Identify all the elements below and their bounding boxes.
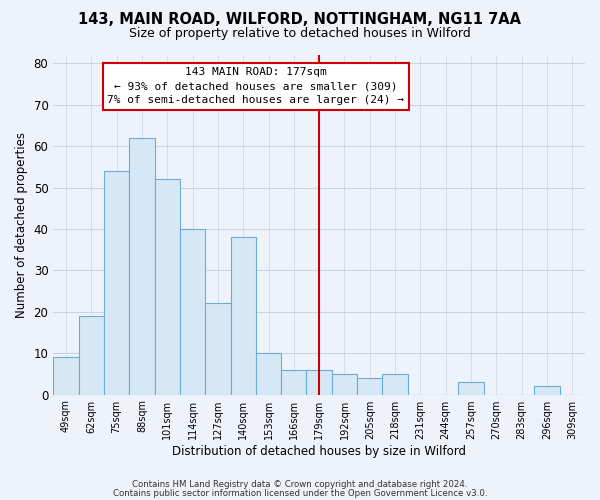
Bar [155,179,180,394]
Bar [458,382,484,394]
Bar [256,353,281,395]
Bar [281,370,307,394]
Y-axis label: Number of detached properties: Number of detached properties [15,132,28,318]
Bar [357,378,382,394]
Text: Contains public sector information licensed under the Open Government Licence v3: Contains public sector information licen… [113,488,487,498]
Bar [535,386,560,394]
Bar [180,229,205,394]
Bar [53,358,79,395]
Bar [129,138,155,394]
Bar [104,171,129,394]
Bar [332,374,357,394]
Bar [307,370,332,394]
Text: 143 MAIN ROAD: 177sqm
← 93% of detached houses are smaller (309)
7% of semi-deta: 143 MAIN ROAD: 177sqm ← 93% of detached … [107,68,404,106]
X-axis label: Distribution of detached houses by size in Wilford: Distribution of detached houses by size … [172,444,466,458]
Bar [382,374,408,394]
Text: Size of property relative to detached houses in Wilford: Size of property relative to detached ho… [129,28,471,40]
Text: 143, MAIN ROAD, WILFORD, NOTTINGHAM, NG11 7AA: 143, MAIN ROAD, WILFORD, NOTTINGHAM, NG1… [79,12,521,28]
Bar [205,304,230,394]
Bar [230,237,256,394]
Text: Contains HM Land Registry data © Crown copyright and database right 2024.: Contains HM Land Registry data © Crown c… [132,480,468,489]
Bar [79,316,104,394]
